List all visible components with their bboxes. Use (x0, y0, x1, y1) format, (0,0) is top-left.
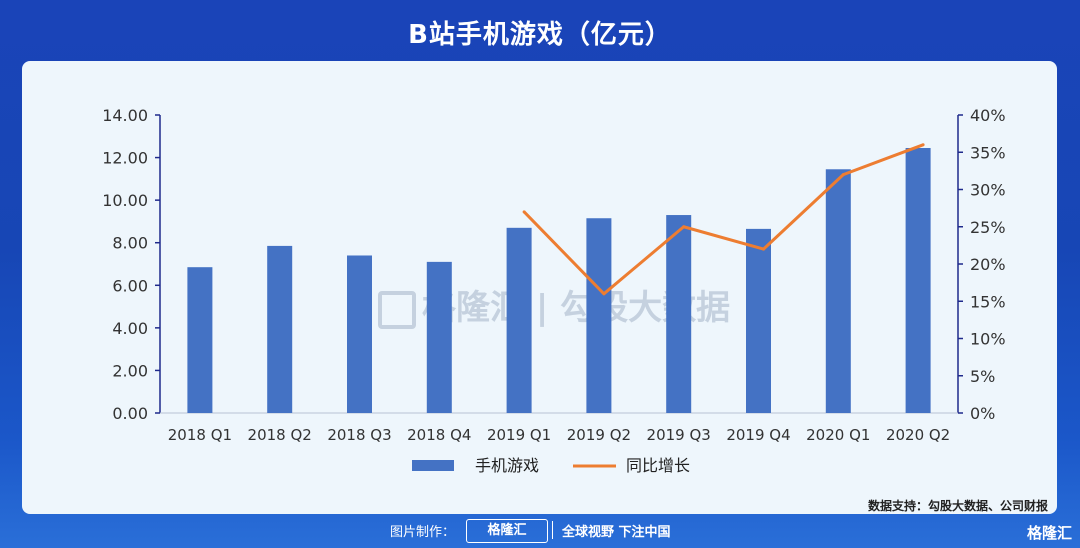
right-tick-label: 20% (970, 255, 1006, 274)
x-tick-label: 2018 Q1 (168, 426, 232, 444)
corner-logo: 格隆汇 (1026, 524, 1072, 542)
bar (347, 255, 372, 413)
bar (426, 261, 452, 413)
growth-point (921, 143, 925, 147)
right-tick-label: 5% (970, 367, 995, 386)
growth-point (682, 225, 686, 229)
right-tick-label: 40% (970, 106, 1006, 125)
footer-made-label: 图片制作： (390, 525, 456, 540)
left-tick-label: 12.00 (102, 149, 148, 168)
chart-title: B站手机游戏（亿元） (408, 20, 672, 50)
bar (586, 218, 612, 413)
x-tick-label: 2019 Q2 (567, 426, 631, 444)
right-tick-label: 25% (970, 218, 1006, 237)
watermark-logo-icon (378, 290, 416, 329)
x-tick-label: 2019 Q1 (487, 426, 551, 444)
right-tick-label: 30% (970, 181, 1006, 200)
left-tick-label: 0.00 (112, 404, 148, 423)
x-tick-label: 2018 Q4 (407, 426, 471, 444)
left-tick-label: 14.00 (102, 106, 148, 125)
x-tick-label: 2019 Q4 (726, 426, 790, 444)
right-tick-label: 35% (970, 143, 1006, 162)
left-tick-label: 4.00 (112, 319, 148, 338)
bar (187, 267, 213, 413)
x-tick-label: 2020 Q1 (806, 426, 870, 444)
x-tick-label: 2019 Q3 (647, 426, 711, 444)
growth-point (762, 247, 765, 251)
x-tick-label: 2018 Q2 (248, 426, 312, 444)
growth-point (841, 173, 845, 177)
bar (905, 147, 931, 413)
legend-bar-swatch (412, 460, 454, 471)
left-tick-label: 6.00 (112, 276, 148, 295)
legend-bar-label: 手机游戏 (475, 456, 539, 475)
bar (666, 215, 692, 413)
growth-point (522, 210, 526, 214)
growth-point (602, 292, 606, 296)
footer-slogan: 全球视野 下注中国 (562, 525, 671, 540)
growth-line (523, 143, 924, 296)
left-tick-label: 8.00 (112, 234, 148, 253)
source-note: 数据支持：勾股大数据、公司财报 (867, 499, 1048, 513)
x-tick-label: 2020 Q2 (886, 426, 950, 444)
legend-line-label: 同比增长 (626, 456, 690, 475)
bar (825, 169, 851, 413)
right-tick-label: 0% (970, 404, 995, 423)
footer: 图片制作： 格隆汇 全球视野 下注中国 (0, 516, 1080, 548)
footer-brand-logo: 格隆汇 (466, 519, 548, 543)
right-tick-label: 15% (970, 292, 1006, 311)
x-tick-label: 2018 Q3 (327, 426, 391, 444)
bar (267, 245, 293, 413)
footer-separator (552, 521, 553, 539)
left-tick-label: 10.00 (102, 191, 148, 210)
left-tick-label: 2.00 (112, 361, 148, 380)
bar (506, 227, 532, 413)
bar (746, 228, 771, 413)
right-tick-label: 10% (970, 330, 1006, 349)
